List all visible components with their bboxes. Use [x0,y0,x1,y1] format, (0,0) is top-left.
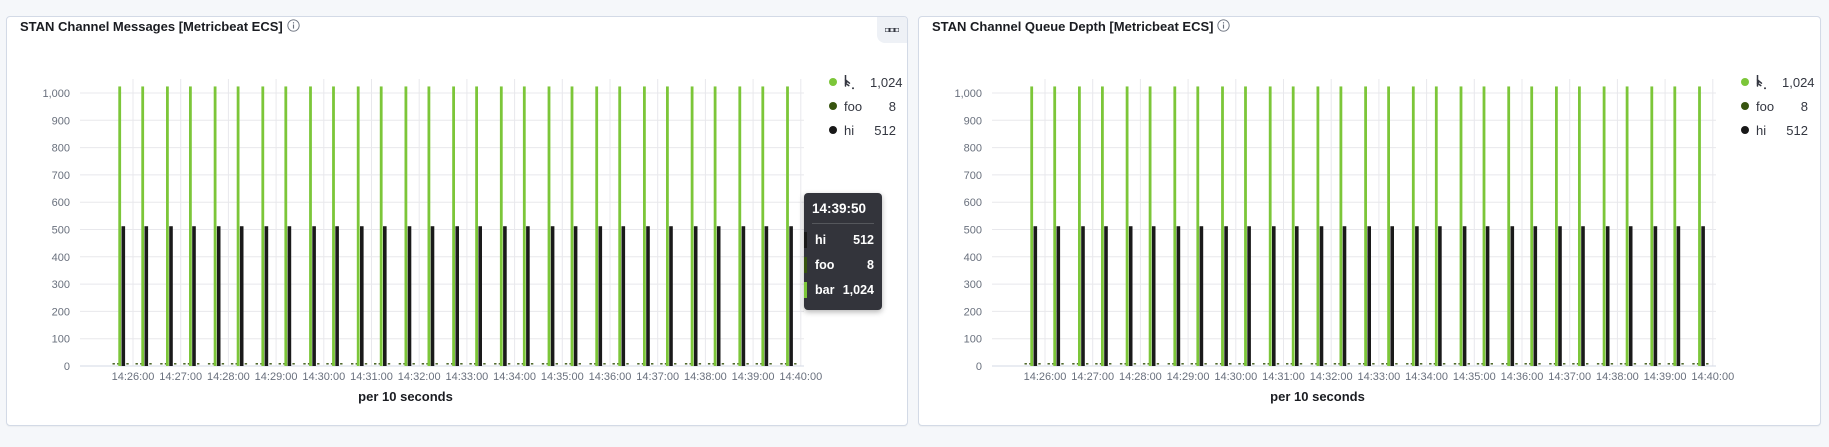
svg-text:14:37:00: 14:37:00 [1548,371,1591,383]
svg-text:14:28:00: 14:28:00 [1119,371,1162,383]
svg-text:14:33:00: 14:33:00 [1357,371,1400,383]
svg-text:700: 700 [52,170,70,182]
svg-text:14:29:00: 14:29:00 [1167,371,1210,383]
svg-text:14:28:00: 14:28:00 [207,371,250,383]
svg-text:500: 500 [52,225,70,237]
svg-text:14:37:00: 14:37:00 [636,371,679,383]
svg-text:14:27:00: 14:27:00 [159,371,202,383]
svg-text:200: 200 [964,306,982,318]
svg-text:1,000: 1,000 [954,88,982,100]
svg-text:14:34:00: 14:34:00 [1405,371,1448,383]
svg-text:1,000: 1,000 [42,88,70,100]
svg-text:14:30:00: 14:30:00 [1214,371,1257,383]
svg-text:14:40:00: 14:40:00 [779,371,822,383]
svg-text:14:36:00: 14:36:00 [589,371,632,383]
svg-text:500: 500 [964,225,982,237]
svg-text:14:38:00: 14:38:00 [684,371,727,383]
svg-text:300: 300 [964,279,982,291]
svg-text:100: 100 [52,334,70,346]
svg-text:200: 200 [52,306,70,318]
svg-text:14:31:00: 14:31:00 [1262,371,1305,383]
svg-text:14:32:00: 14:32:00 [1310,371,1353,383]
svg-text:14:38:00: 14:38:00 [1596,371,1639,383]
svg-text:14:39:00: 14:39:00 [732,371,775,383]
svg-text:14:29:00: 14:29:00 [255,371,298,383]
svg-text:14:26:00: 14:26:00 [112,371,155,383]
svg-text:14:35:00: 14:35:00 [1453,371,1496,383]
svg-text:14:39:00: 14:39:00 [1644,371,1687,383]
svg-text:14:27:00: 14:27:00 [1071,371,1114,383]
svg-text:800: 800 [52,143,70,155]
svg-text:14:34:00: 14:34:00 [493,371,536,383]
svg-text:600: 600 [964,197,982,209]
svg-text:0: 0 [976,361,982,373]
svg-text:600: 600 [52,197,70,209]
svg-text:800: 800 [964,143,982,155]
svg-text:14:31:00: 14:31:00 [350,371,393,383]
svg-text:14:33:00: 14:33:00 [445,371,488,383]
svg-text:14:36:00: 14:36:00 [1501,371,1544,383]
svg-text:400: 400 [52,252,70,264]
svg-text:14:26:00: 14:26:00 [1024,371,1067,383]
svg-text:14:35:00: 14:35:00 [541,371,584,383]
svg-text:100: 100 [964,334,982,346]
svg-text:0: 0 [64,361,70,373]
svg-text:14:40:00: 14:40:00 [1691,371,1734,383]
svg-text:14:32:00: 14:32:00 [398,371,441,383]
svg-text:900: 900 [964,115,982,127]
svg-text:400: 400 [964,252,982,264]
svg-text:14:30:00: 14:30:00 [302,371,345,383]
svg-text:700: 700 [964,170,982,182]
svg-text:900: 900 [52,115,70,127]
svg-text:300: 300 [52,279,70,291]
